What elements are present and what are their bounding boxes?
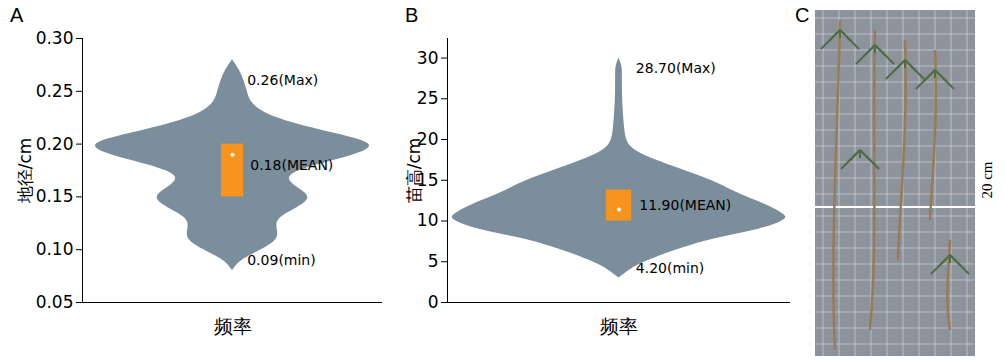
svg-text:0.09(min): 0.09(min): [247, 252, 315, 268]
svg-text:0.25: 0.25: [36, 81, 74, 101]
svg-text:20 cm: 20 cm: [979, 161, 995, 198]
html-text:C: C: [795, 4, 810, 26]
svg-text:0.20: 0.20: [36, 134, 74, 154]
svg-text:0: 0: [428, 292, 439, 312]
svg-text:0.10: 0.10: [36, 239, 74, 259]
svg-text:0.18(MEAN): 0.18(MEAN): [250, 157, 333, 173]
svg-text:11.90(MEAN): 11.90(MEAN): [639, 197, 731, 213]
svg-text:频率: 频率: [214, 315, 252, 337]
svg-text:4.20(min): 4.20(min): [636, 260, 705, 276]
svg-text:25: 25: [417, 88, 439, 108]
svg-text:0.15: 0.15: [36, 186, 74, 206]
svg-text:频率: 频率: [600, 315, 638, 337]
svg-text:28.70(Max): 28.70(Max): [636, 60, 716, 76]
svg-text:20: 20: [416, 129, 439, 149]
svg-text:30: 30: [417, 47, 439, 67]
svg-text:苗高/cm: 苗高/cm: [404, 138, 424, 204]
svg-text:0.05: 0.05: [36, 292, 74, 312]
svg-text:15: 15: [416, 169, 439, 190]
svg-text:地径/cm: 地径/cm: [15, 138, 35, 205]
html-text:B: B: [405, 4, 419, 26]
svg-text:0.26(Max): 0.26(Max): [247, 72, 318, 88]
svg-text:5: 5: [428, 251, 439, 271]
html-text:A: A: [10, 4, 24, 26]
svg-text:10: 10: [417, 210, 439, 230]
svg-text:0.30: 0.30: [36, 28, 74, 48]
